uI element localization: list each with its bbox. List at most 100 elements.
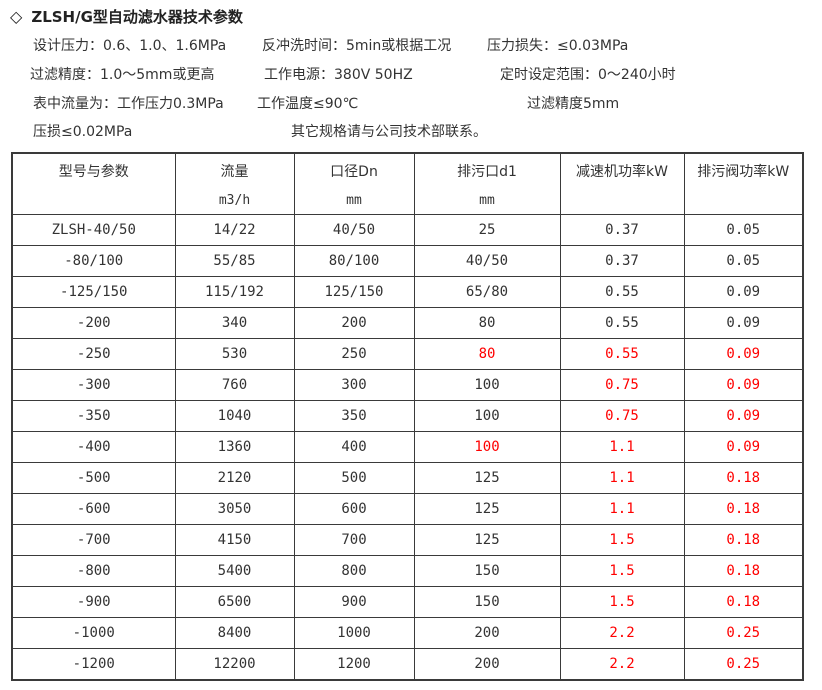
param-flow-note: 表中流量为：工作压力0.3MPa xyxy=(33,96,224,112)
cell-dn: 250 xyxy=(293,338,415,370)
table-row: -900 6500 900 150 1.5 0.18 xyxy=(11,586,804,618)
cell-flow: 1040 xyxy=(174,400,295,432)
cell-d1: 150 xyxy=(413,555,561,587)
cell-model: -200 xyxy=(11,307,176,339)
table-row: -400 1360 400 100 1.1 0.09 xyxy=(11,431,804,463)
col-header-gear: 减速机功率kW xyxy=(559,152,685,215)
cell-d1: 80 xyxy=(413,307,561,339)
param-working-temp: 工作温度≤90℃ xyxy=(257,96,359,112)
cell-flow: 340 xyxy=(174,307,295,339)
cell-valve: 0.18 xyxy=(683,462,804,494)
param-precision-5mm: 过滤精度5mm xyxy=(527,96,620,112)
cell-gear: 0.75 xyxy=(559,400,685,432)
cell-gear: 0.55 xyxy=(559,338,685,370)
cell-valve: 0.09 xyxy=(683,307,804,339)
col-header-valve: 排污阀功率kW xyxy=(683,152,804,215)
param-pressure-drop: 压损≤0.02MPa xyxy=(33,124,133,140)
diamond-icon: ◇ xyxy=(10,7,23,26)
table-row: -1200 12200 1200 200 2.2 0.25 xyxy=(11,648,804,681)
cell-model: -1000 xyxy=(11,617,176,649)
spec-table: 型号与参数 流量 m3/h 口径Dn mm 排污口d1 mm 减速机功率kW 排污阀功率kW Z… xyxy=(11,152,804,681)
table-row: -800 5400 800 150 1.5 0.18 xyxy=(11,555,804,587)
page-title-text: ZLSH/G型自动滤水器技术参数 xyxy=(31,8,243,26)
cell-model: -1200 xyxy=(11,648,176,681)
cell-flow: 12200 xyxy=(174,648,295,681)
cell-gear: 1.5 xyxy=(559,555,685,587)
cell-valve: 0.18 xyxy=(683,586,804,618)
cell-d1: 100 xyxy=(413,369,561,401)
cell-gear: 2.2 xyxy=(559,617,685,649)
cell-dn: 1200 xyxy=(293,648,415,681)
table-row: -1000 8400 1000 200 2.2 0.25 xyxy=(11,617,804,649)
cell-dn: 200 xyxy=(293,307,415,339)
cell-gear: 2.2 xyxy=(559,648,685,681)
cell-d1: 125 xyxy=(413,493,561,525)
table-row: -250 530 250 80 0.55 0.09 xyxy=(11,338,804,370)
cell-flow: 3050 xyxy=(174,493,295,525)
cell-model: -400 xyxy=(11,431,176,463)
cell-model: -700 xyxy=(11,524,176,556)
param-contact-note: 其它规格请与公司技术部联系。 xyxy=(291,124,487,140)
cell-gear: 0.75 xyxy=(559,369,685,401)
cell-flow: 530 xyxy=(174,338,295,370)
cell-d1: 125 xyxy=(413,524,561,556)
cell-dn: 125/150 xyxy=(293,276,415,308)
cell-valve: 0.09 xyxy=(683,276,804,308)
cell-model: -350 xyxy=(11,400,176,432)
param-pressure-loss: 压力损失：≤0.03MPa xyxy=(487,38,629,54)
cell-dn: 300 xyxy=(293,369,415,401)
cell-d1: 80 xyxy=(413,338,561,370)
cell-model: -500 xyxy=(11,462,176,494)
cell-gear: 0.55 xyxy=(559,307,685,339)
cell-dn: 700 xyxy=(293,524,415,556)
cell-valve: 0.25 xyxy=(683,617,804,649)
cell-gear: 1.1 xyxy=(559,462,685,494)
cell-flow: 6500 xyxy=(174,586,295,618)
cell-flow: 14/22 xyxy=(174,214,295,246)
table-row: -350 1040 350 100 0.75 0.09 xyxy=(11,400,804,432)
cell-d1: 200 xyxy=(413,648,561,681)
table-header-row: 型号与参数 流量 m3/h 口径Dn mm 排污口d1 mm 减速机功率kW 排污阀功率kW xyxy=(11,152,804,215)
cell-dn: 900 xyxy=(293,586,415,618)
cell-d1: 200 xyxy=(413,617,561,649)
cell-dn: 400 xyxy=(293,431,415,463)
cell-d1: 125 xyxy=(413,462,561,494)
cell-model: -900 xyxy=(11,586,176,618)
cell-dn: 350 xyxy=(293,400,415,432)
param-backwash-time: 反冲洗时间：5min或根据工况 xyxy=(262,38,452,54)
col-header-flow: 流量 m3/h xyxy=(174,152,295,215)
table-row: -300 760 300 100 0.75 0.09 xyxy=(11,369,804,401)
cell-gear: 0.37 xyxy=(559,245,685,277)
cell-model: -250 xyxy=(11,338,176,370)
param-timer-range: 定时设定范围：0～240小时 xyxy=(500,67,676,83)
page-title: ◇ ZLSH/G型自动滤水器技术参数 xyxy=(10,6,243,27)
table-row: -700 4150 700 125 1.5 0.18 xyxy=(11,524,804,556)
cell-dn: 40/50 xyxy=(293,214,415,246)
cell-flow: 1360 xyxy=(174,431,295,463)
cell-model: -125/150 xyxy=(11,276,176,308)
table-row: -125/150 115/192 125/150 65/80 0.55 0.09 xyxy=(11,276,804,308)
cell-model: ZLSH-40/50 xyxy=(11,214,176,246)
table-body: ZLSH-40/50 14/22 40/50 25 0.37 0.05 -80/100 55/… xyxy=(11,214,804,681)
cell-dn: 80/100 xyxy=(293,245,415,277)
cell-flow: 2120 xyxy=(174,462,295,494)
col-header-d1: 排污口d1 mm xyxy=(413,152,561,215)
cell-dn: 600 xyxy=(293,493,415,525)
cell-flow: 760 xyxy=(174,369,295,401)
cell-valve: 0.09 xyxy=(683,431,804,463)
cell-gear: 0.55 xyxy=(559,276,685,308)
cell-gear: 1.5 xyxy=(559,524,685,556)
cell-dn: 1000 xyxy=(293,617,415,649)
cell-model: -80/100 xyxy=(11,245,176,277)
col-header-dn: 口径Dn mm xyxy=(293,152,415,215)
cell-flow: 8400 xyxy=(174,617,295,649)
cell-model: -600 xyxy=(11,493,176,525)
cell-d1: 100 xyxy=(413,431,561,463)
cell-valve: 0.09 xyxy=(683,338,804,370)
cell-model: -300 xyxy=(11,369,176,401)
cell-d1: 25 xyxy=(413,214,561,246)
param-design-pressure: 设计压力：0.6、1.0、1.6MPa xyxy=(33,38,227,54)
cell-flow: 55/85 xyxy=(174,245,295,277)
cell-gear: 1.1 xyxy=(559,431,685,463)
